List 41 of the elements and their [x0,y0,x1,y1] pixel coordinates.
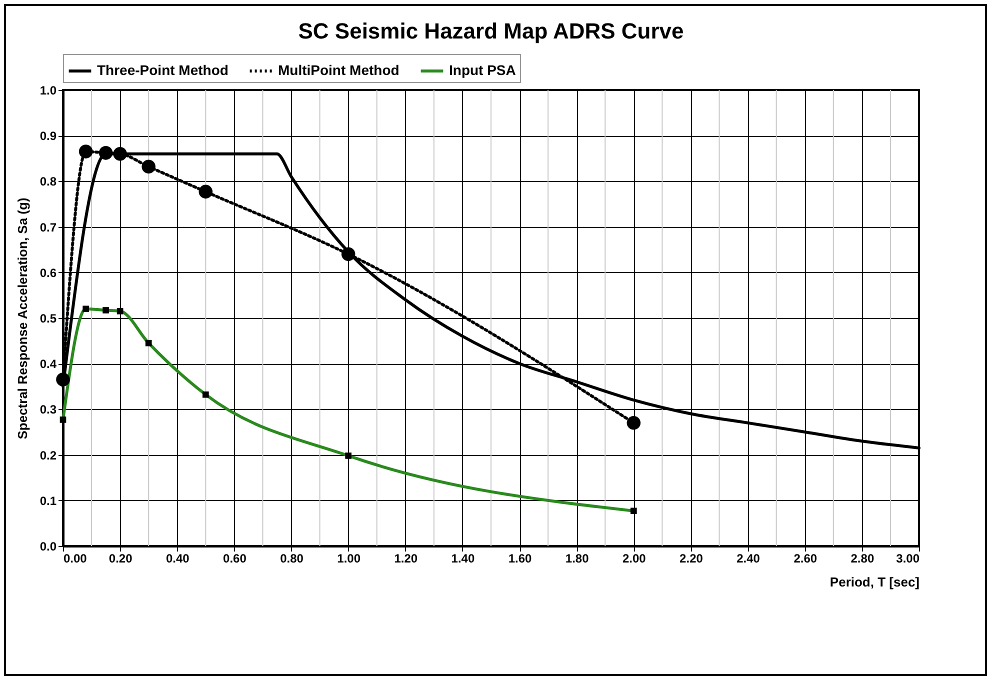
chart-title: SC Seismic Hazard Map ADRS Curve [298,18,684,44]
x-tick-label: 1.80 [565,552,590,566]
x-tick-label: 2.60 [794,552,818,566]
point [56,372,70,386]
x-tick-label: 2.40 [736,552,760,566]
y-tick-label: 0.3 [40,402,57,417]
y-tick-label: 0.1 [40,494,57,508]
x-tick-label: 0.00 [64,552,88,566]
legend-label: Three-Point Method [97,62,228,78]
y-tick-label: 0.2 [40,448,57,462]
legend-label: Input PSA [449,62,516,78]
point [142,160,156,174]
x-tick-label: 1.00 [337,552,361,566]
x-tick-label: 0.60 [223,552,247,566]
point [626,416,641,430]
y-tick-label: 0.7 [40,220,57,234]
y-tick-label: 1.0 [40,84,57,98]
y-tick-label: 0.9 [40,129,57,144]
x-tick-label: 2.80 [850,552,874,566]
x-tick-label: 3.00 [896,552,920,566]
y-tick-label: 0.6 [40,266,57,280]
x-tick-label: 1.20 [394,552,418,566]
x-tick-label: 0.20 [108,552,133,566]
y-tick-label: 0.5 [40,312,57,326]
point [78,144,93,158]
x-tick-label: 2.00 [622,552,646,566]
point [98,146,113,160]
y-tick-label: 0.8 [40,174,57,189]
legend-label: MultiPoint Method [278,62,400,78]
y-tick-label: 0.4 [40,357,57,372]
x-tick-label: 1.40 [451,552,475,566]
point [341,247,356,262]
y-tick-label: 0.0 [40,540,57,554]
x-tick-label: 0.80 [280,552,304,566]
point [198,184,213,199]
y-axis-title: Spectral Response Acceleration, Sa (g) [14,198,30,440]
x-tick-label: 2.20 [680,552,704,566]
point [113,146,127,161]
x-tick-label: 1.60 [508,552,532,566]
x-axis-title: Period, T [sec] [830,574,920,590]
x-tick-label: 0.40 [166,552,190,566]
